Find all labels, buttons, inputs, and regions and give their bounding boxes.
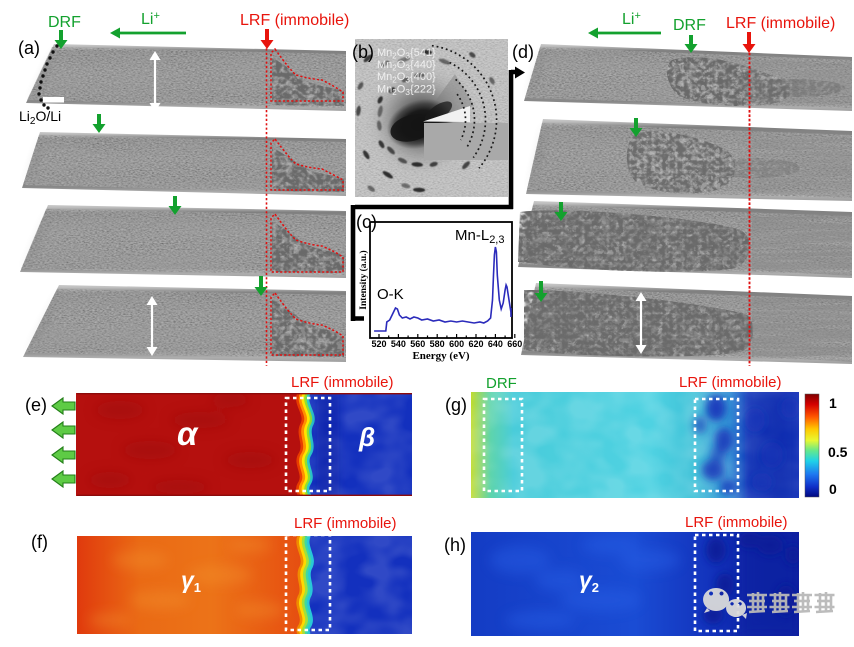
svg-text:Energy (eV): Energy (eV) [412, 350, 469, 362]
svg-text:LRF (immobile): LRF (immobile) [679, 374, 782, 391]
svg-text:LRF (immobile): LRF (immobile) [294, 515, 397, 532]
svg-text:Intensity (a.u.): Intensity (a.u.) [358, 250, 369, 309]
svg-text:DRF: DRF [486, 375, 517, 392]
svg-text:640: 640 [488, 339, 503, 349]
svg-text:0: 0 [829, 481, 837, 497]
svg-text:560: 560 [410, 339, 425, 349]
svg-text:LRF (immobile): LRF (immobile) [291, 374, 394, 391]
svg-text:Mn2O3{440}: Mn2O3{440} [377, 59, 436, 73]
svg-text:DRF: DRF [48, 14, 81, 31]
svg-text:Li2O/Li: Li2O/Li [19, 108, 61, 127]
svg-text:Mn2O3{222}: Mn2O3{222} [377, 84, 436, 98]
svg-text:LRF (immobile): LRF (immobile) [726, 15, 835, 32]
svg-text:(a): (a) [18, 38, 40, 58]
svg-text:Mn2O3{541}: Mn2O3{541} [377, 47, 436, 61]
svg-text:520: 520 [371, 339, 386, 349]
svg-text:(g): (g) [445, 395, 467, 415]
svg-text:620: 620 [468, 339, 483, 349]
svg-text:(h): (h) [444, 535, 466, 555]
svg-text:Mn2O3{400}: Mn2O3{400} [377, 71, 436, 85]
svg-text:LRF (immobile): LRF (immobile) [685, 514, 788, 531]
svg-text:β: β [358, 422, 375, 452]
svg-text:(f): (f) [31, 532, 48, 552]
svg-text:660: 660 [507, 339, 522, 349]
svg-text:(b): (b) [352, 42, 374, 62]
svg-text:(e): (e) [25, 395, 47, 415]
svg-text:0.5: 0.5 [828, 444, 848, 460]
svg-text:(d): (d) [512, 42, 534, 62]
svg-text:α: α [177, 415, 199, 452]
svg-text:DRF: DRF [673, 17, 706, 34]
svg-text:600: 600 [449, 339, 464, 349]
svg-text:O-K: O-K [377, 286, 404, 303]
svg-text:LRF (immobile): LRF (immobile) [240, 12, 349, 29]
svg-text:1: 1 [829, 395, 837, 411]
svg-text:(c): (c) [356, 212, 377, 232]
svg-text:540: 540 [391, 339, 406, 349]
svg-text:580: 580 [430, 339, 445, 349]
